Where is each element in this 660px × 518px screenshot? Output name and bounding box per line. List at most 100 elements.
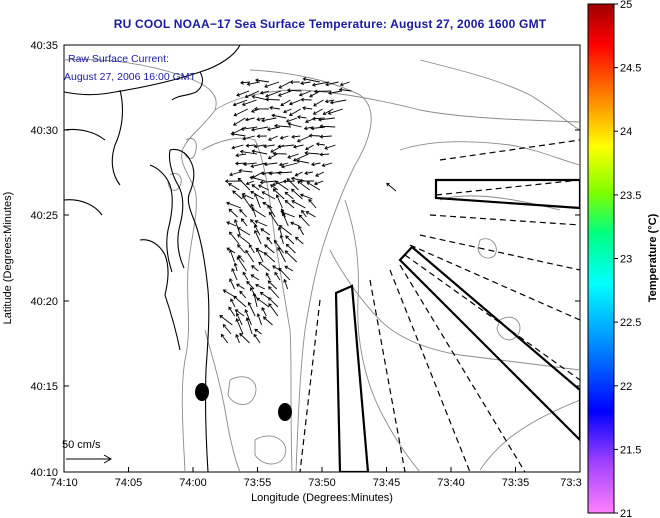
x-tick-label: 74:10 (50, 477, 78, 489)
y-tick-label: 40:25 (30, 210, 58, 222)
x-axis: 74:10 74:05 74:00 73:55 73:50 73:45 73:4… (50, 467, 582, 504)
current-vector-arrow (277, 144, 295, 149)
current-vector-arrow (298, 90, 312, 97)
colorbar-gradient (587, 3, 615, 514)
current-vector-arrow (251, 265, 259, 272)
current-vector-arrow (222, 323, 232, 335)
current-vector-arrow (305, 144, 314, 151)
current-vector-arrow (286, 88, 302, 93)
current-vector-arrow (226, 201, 242, 209)
current-vector-arrow (290, 188, 303, 200)
current-vector-arrow (266, 236, 273, 245)
current-vector-arrow (263, 144, 275, 149)
current-vector-arrow (339, 81, 350, 87)
current-vector-arrow (242, 135, 255, 141)
current-vector-arrow (237, 234, 251, 245)
y-tick-label: 40:10 (30, 467, 58, 479)
current-vector-arrow (228, 208, 238, 218)
current-vector-arrow (264, 81, 280, 88)
current-vector-arrow (302, 77, 320, 83)
current-vector-arrow (319, 152, 330, 157)
current-vector-arrow (235, 312, 243, 326)
current-vector-arrow (239, 208, 248, 218)
current-vector-arrow (245, 317, 253, 335)
current-vector-arrow (277, 246, 286, 263)
current-vector-arrow (255, 283, 265, 290)
current-vector-arrow (309, 90, 321, 98)
current-vector-arrow (308, 133, 321, 138)
current-vector-arrow (239, 290, 247, 299)
y-axis-label: Latitude (Degrees:Minutes) (2, 192, 14, 325)
current-vector-arrow (233, 262, 238, 272)
current-vector-arrow (258, 261, 270, 272)
current-vector-arrow (244, 309, 252, 326)
current-vector-arrow (245, 249, 254, 263)
current-vector-arrow (249, 175, 266, 182)
radar-sector-outlines (334, 178, 580, 472)
colorbar-label: Temperature (°C) (647, 213, 659, 302)
current-vector-arrow (278, 81, 291, 89)
current-vector-arrow (253, 224, 261, 236)
current-vector-arrow (284, 265, 294, 272)
current-vector-arrow (292, 144, 304, 149)
current-vector-arrow (250, 219, 258, 227)
current-vector-arrow (271, 113, 287, 119)
current-vector-arrow (228, 231, 240, 245)
current-vector-arrow (304, 151, 320, 155)
current-vector-arrow (278, 224, 292, 236)
current-vector-arrow (251, 149, 268, 155)
current-vector-arrow (327, 108, 343, 115)
current-vector-arrow (260, 228, 271, 236)
current-vector-arrow (259, 180, 277, 185)
current-vector-arrow (319, 134, 332, 139)
current-vector-arrow (298, 214, 310, 227)
current-vector-arrow (239, 332, 250, 344)
scale-label: 50 cm/s (62, 439, 101, 451)
current-vector-arrow (278, 162, 289, 167)
current-vector-arrow (245, 180, 254, 186)
current-vector-arrow (288, 108, 301, 117)
current-vector-arrow (265, 272, 271, 281)
current-vector-arrow (277, 226, 283, 236)
current-vector-arrow (310, 126, 326, 131)
current-vector-arrow (236, 90, 250, 97)
current-vector-arrow (283, 278, 289, 290)
current-vector-arrow (246, 81, 260, 86)
current-vector-arrow (250, 274, 260, 281)
current-vector-arrow (263, 252, 276, 263)
current-vector-arrow (256, 297, 270, 308)
current-vector-arrow (261, 117, 277, 123)
current-vector-arrow (232, 99, 248, 107)
current-vector-arrow (234, 309, 245, 317)
current-vector-arrow (264, 244, 275, 254)
current-vector-arrow (235, 318, 244, 335)
current-vector-arrow (268, 297, 279, 308)
current-vector-arrow (300, 97, 312, 102)
current-vector-arrow (254, 328, 262, 335)
x-tick-label: 73:50 (308, 477, 336, 489)
current-vector-arrow (317, 117, 335, 122)
current-vector-arrow (287, 122, 302, 128)
current-vector-arrow (272, 265, 282, 272)
y-axis: 40:35 40:30 40:25 40:20 40:15 40:10 Lati… (2, 40, 580, 479)
colorbar-tick-label: 24 (620, 126, 632, 138)
colorbar: 25 24.5 24 23.5 23 22.5 22 21.5 21 Tempe… (587, 0, 659, 518)
radar-site-1 (195, 383, 209, 401)
current-vector-arrow (228, 306, 236, 317)
current-vector-arrow (321, 162, 333, 168)
y-tick-label: 40:30 (30, 125, 58, 137)
current-vector-arrow (324, 144, 336, 150)
current-vector-arrow (279, 234, 284, 245)
current-vector-arrow (280, 162, 298, 169)
current-vector-arrow (301, 209, 307, 218)
current-vector-arrow (308, 198, 317, 209)
current-vector-arrow (268, 211, 279, 227)
current-vector-arrow (274, 180, 289, 191)
current-vector-arrow (239, 149, 257, 155)
current-vector-arrow (259, 291, 269, 299)
current-vector-arrow (291, 134, 301, 139)
current-vector-arrow (289, 99, 301, 106)
current-vector-arrow (294, 171, 303, 177)
current-vector-arrow (244, 117, 255, 122)
current-vectors (219, 77, 397, 344)
